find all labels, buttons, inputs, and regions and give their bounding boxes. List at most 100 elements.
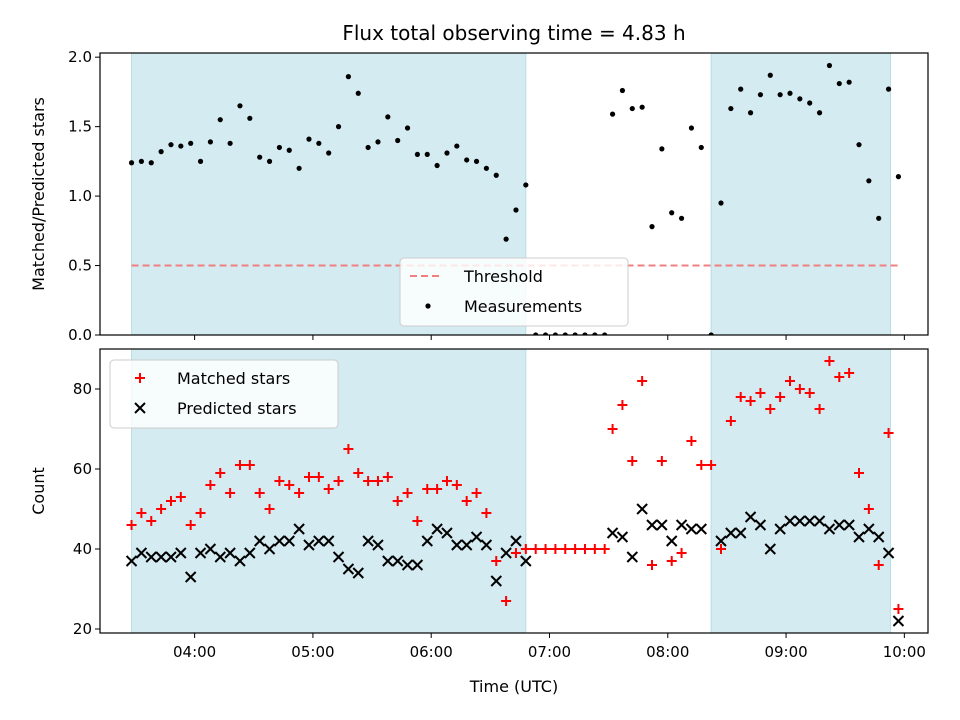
measurement-point — [237, 103, 243, 109]
x-point — [843, 519, 855, 531]
plus-point — [745, 396, 756, 406]
plus-point — [146, 516, 157, 526]
plus-point — [234, 460, 245, 470]
plus-point — [451, 480, 462, 490]
measurement-point — [257, 154, 263, 160]
x-point — [421, 535, 433, 547]
legend-matched-swatch — [135, 373, 145, 383]
x-point — [234, 555, 246, 567]
measurement-point — [572, 332, 578, 335]
x-point — [175, 547, 187, 559]
measurement-point — [542, 332, 549, 335]
plus-point — [854, 468, 864, 478]
plus-point — [402, 488, 413, 498]
measurement-point — [718, 200, 724, 206]
measurement-point — [188, 140, 194, 146]
panel-frame-1 — [99, 348, 929, 634]
x-point — [510, 535, 522, 547]
measurement-point — [836, 80, 842, 87]
plus-point — [520, 544, 531, 554]
plus-point — [814, 404, 825, 414]
x-point — [204, 543, 217, 555]
x-point — [293, 523, 305, 535]
x-point — [460, 539, 473, 551]
x-point — [715, 535, 727, 547]
plus-point — [560, 544, 571, 554]
plus-point — [156, 504, 167, 514]
y-tick-label: 40 — [73, 540, 92, 558]
x-point — [882, 547, 895, 559]
x-point — [194, 547, 207, 559]
x-point — [214, 551, 226, 563]
plus-point — [686, 436, 697, 446]
measurement-point — [434, 162, 440, 169]
series-matched-stars — [126, 356, 904, 614]
x-point — [744, 511, 757, 523]
plus-point — [412, 516, 423, 526]
measurement-point — [227, 140, 233, 146]
legend-box-top — [399, 257, 629, 327]
measurement-point — [247, 115, 253, 121]
measurement-point — [816, 110, 823, 116]
x-point — [125, 555, 138, 567]
measurement-point — [128, 160, 135, 166]
x-point — [135, 547, 148, 559]
plus-point — [716, 544, 726, 554]
measurement-point — [552, 332, 558, 335]
plus-point — [254, 488, 265, 498]
measurement-point — [178, 143, 184, 149]
measurement-point — [326, 150, 332, 156]
x-point — [224, 547, 236, 559]
series-predicted-stars — [125, 503, 905, 627]
plus-point — [185, 520, 196, 530]
x-point — [411, 559, 424, 571]
x-tick-label: 08:00 — [646, 643, 689, 661]
x-point — [303, 539, 315, 551]
x-point — [685, 523, 698, 535]
plus-point — [666, 556, 677, 566]
measurement-point — [678, 215, 685, 221]
plus-point — [785, 376, 795, 386]
measurement-point — [728, 105, 734, 112]
plus-point — [540, 544, 551, 554]
measurement-point — [395, 137, 401, 144]
x-point — [774, 523, 786, 535]
measurement-point — [787, 90, 793, 96]
plus-point — [589, 544, 600, 554]
measurement-point — [767, 72, 773, 78]
x-tick-label: 05:00 — [291, 643, 334, 661]
plus-point — [323, 484, 334, 494]
x-point — [313, 535, 325, 547]
observing-window-0-1 — [710, 52, 892, 336]
legend-matched-label: Matched stars — [177, 369, 290, 388]
measurement-point — [197, 158, 204, 164]
measurement-point — [582, 332, 588, 335]
measurement-point — [424, 151, 430, 158]
measurement-point — [698, 144, 704, 151]
measurement-point — [168, 142, 174, 148]
measurement-point — [856, 142, 862, 148]
measurement-point — [708, 332, 714, 335]
measurement-point — [562, 332, 568, 335]
measurement-point — [669, 210, 675, 216]
plus-point — [461, 496, 472, 506]
measurement-point — [503, 236, 509, 242]
measurement-point — [148, 160, 154, 166]
x-point — [155, 551, 167, 563]
plus-point — [126, 520, 137, 530]
x-point — [382, 555, 394, 567]
x-point — [273, 535, 286, 547]
plus-point — [775, 392, 786, 402]
x-point — [500, 547, 512, 559]
plus-point — [165, 496, 176, 506]
measurement-point — [365, 144, 371, 151]
x-point — [244, 547, 256, 559]
plus-point — [725, 416, 736, 426]
measurement-point — [846, 79, 852, 85]
x-point — [362, 535, 374, 547]
legend-predicted-label: Predicted stars — [177, 399, 297, 418]
x-point — [794, 515, 806, 527]
plus-point — [343, 444, 354, 454]
x-point — [520, 555, 532, 567]
